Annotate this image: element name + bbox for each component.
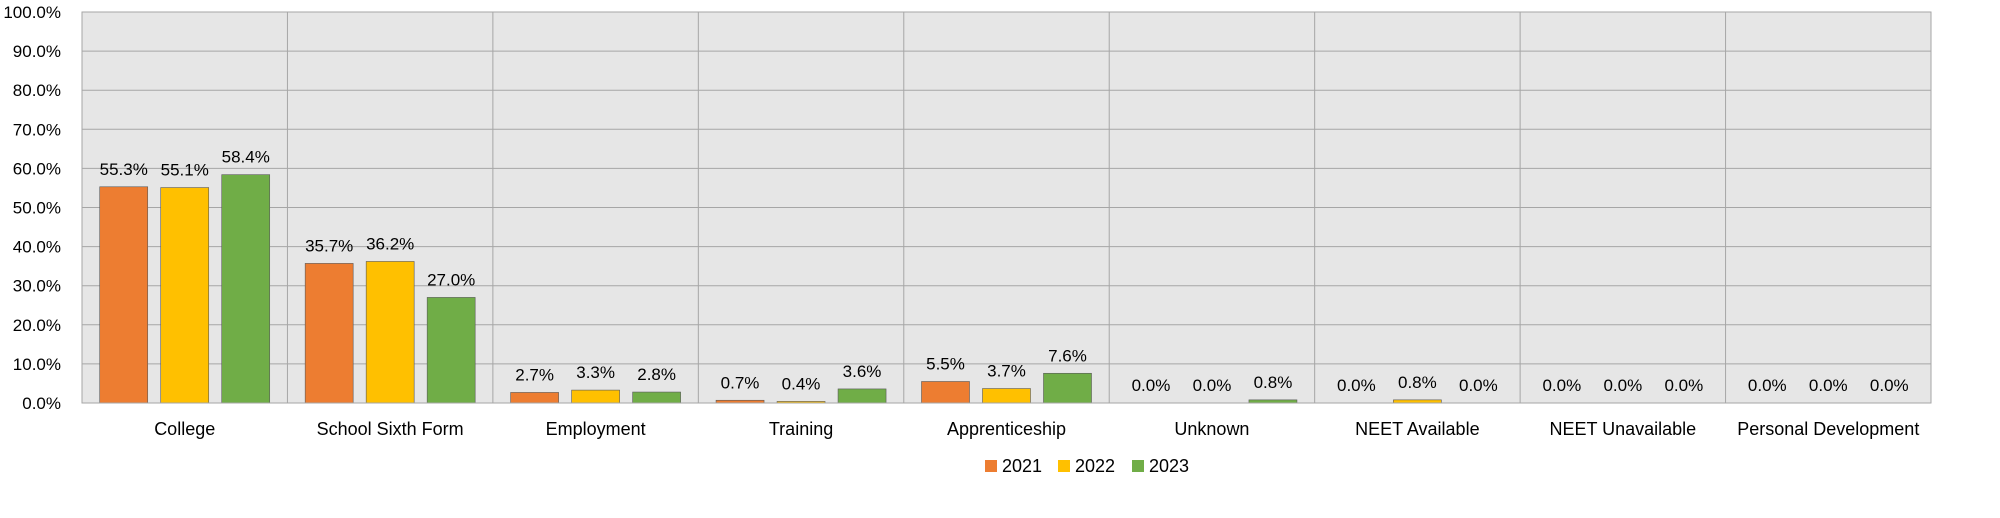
data-label: 5.5% bbox=[926, 354, 965, 373]
data-labels: 55.3% 55.1% 58.4% 35.7% 36.2% 27.0% 2.7% 3.3% 2.… bbox=[100, 148, 1909, 395]
data-label: 36.2% bbox=[366, 234, 414, 253]
x-category-label: Personal Development bbox=[1737, 419, 1919, 439]
x-category-label: Unknown bbox=[1174, 419, 1249, 439]
bar-2022-0 bbox=[160, 187, 210, 404]
data-label: 58.4% bbox=[222, 148, 270, 167]
bar-2023-4 bbox=[1043, 372, 1092, 404]
y-tick-label: 10.0% bbox=[13, 355, 61, 374]
data-label: 35.7% bbox=[305, 236, 353, 255]
x-category-label: Apprenticeship bbox=[947, 419, 1066, 439]
data-label: 0.0% bbox=[1603, 376, 1642, 395]
data-label: 0.7% bbox=[721, 373, 760, 392]
x-axis: College School Sixth Form Employment Traini… bbox=[82, 402, 1931, 439]
y-tick-label: 0.0% bbox=[22, 394, 61, 413]
bar-2021-1 bbox=[304, 263, 354, 404]
y-tick-label: 50.0% bbox=[13, 199, 61, 218]
bar-2021-2 bbox=[510, 392, 559, 404]
data-label: 0.8% bbox=[1254, 373, 1293, 392]
data-label: 0.0% bbox=[1748, 376, 1787, 395]
legend-item-2022: 2022 bbox=[1058, 456, 1115, 476]
bar-2021-0 bbox=[99, 186, 149, 404]
data-label: 0.0% bbox=[1870, 376, 1909, 395]
x-category-label: NEET Unavailable bbox=[1549, 419, 1696, 439]
data-label: 0.0% bbox=[1459, 376, 1498, 395]
y-tick-label: 40.0% bbox=[13, 238, 61, 257]
data-label: 3.6% bbox=[843, 362, 882, 381]
y-tick-label: 100.0% bbox=[3, 3, 61, 22]
legend-label: 2023 bbox=[1149, 456, 1189, 476]
data-label: 0.4% bbox=[782, 374, 821, 393]
data-label: 0.0% bbox=[1542, 376, 1581, 395]
bar-2021-4 bbox=[921, 381, 970, 404]
data-label: 55.1% bbox=[161, 161, 209, 180]
bar-2022-2 bbox=[571, 389, 620, 404]
legend-swatch bbox=[1058, 460, 1070, 472]
data-label: 3.7% bbox=[987, 362, 1026, 381]
data-label: 2.8% bbox=[637, 365, 676, 384]
x-category-label: NEET Available bbox=[1355, 419, 1479, 439]
y-axis: 0.0% 10.0% 20.0% 30.0% 40.0% 50.0% 60.0% 70.0% 8… bbox=[3, 3, 61, 413]
bar-2023-2 bbox=[632, 391, 681, 404]
legend-label: 2021 bbox=[1002, 456, 1042, 476]
bars bbox=[99, 174, 1442, 404]
bar-2022-4 bbox=[982, 388, 1031, 404]
legend-swatch bbox=[1132, 460, 1144, 472]
legend-swatch bbox=[985, 460, 997, 472]
data-label: 0.8% bbox=[1398, 373, 1437, 392]
y-tick-label: 30.0% bbox=[13, 277, 61, 296]
y-tick-label: 60.0% bbox=[13, 159, 61, 178]
data-label: 0.0% bbox=[1337, 376, 1376, 395]
data-label: 0.0% bbox=[1809, 376, 1848, 395]
bar-2022-1 bbox=[365, 261, 415, 404]
bar-2023-0 bbox=[221, 174, 271, 404]
legend-item-2023: 2023 bbox=[1132, 456, 1189, 476]
y-tick-label: 20.0% bbox=[13, 316, 61, 335]
y-tick-label: 70.0% bbox=[13, 120, 61, 139]
y-tick-label: 90.0% bbox=[13, 42, 61, 61]
legend-item-2021: 2021 bbox=[985, 456, 1042, 476]
data-label: 0.0% bbox=[1193, 376, 1232, 395]
legend-label: 2022 bbox=[1075, 456, 1115, 476]
data-label: 55.3% bbox=[100, 160, 148, 179]
legend: 2021 2022 2023 bbox=[985, 456, 1189, 476]
data-label: 0.0% bbox=[1132, 376, 1171, 395]
data-label: 0.0% bbox=[1664, 376, 1703, 395]
bar-2023-3 bbox=[837, 388, 887, 404]
bar-2023-1 bbox=[426, 297, 476, 404]
x-category-label: Training bbox=[769, 419, 833, 439]
data-label: 3.3% bbox=[576, 363, 615, 382]
data-label: 27.0% bbox=[427, 270, 475, 289]
x-category-label: College bbox=[154, 419, 215, 439]
data-label: 7.6% bbox=[1048, 346, 1087, 365]
x-category-label: School Sixth Form bbox=[317, 419, 464, 439]
y-tick-label: 80.0% bbox=[13, 81, 61, 100]
x-category-label: Employment bbox=[546, 419, 646, 439]
data-label: 2.7% bbox=[515, 365, 554, 384]
